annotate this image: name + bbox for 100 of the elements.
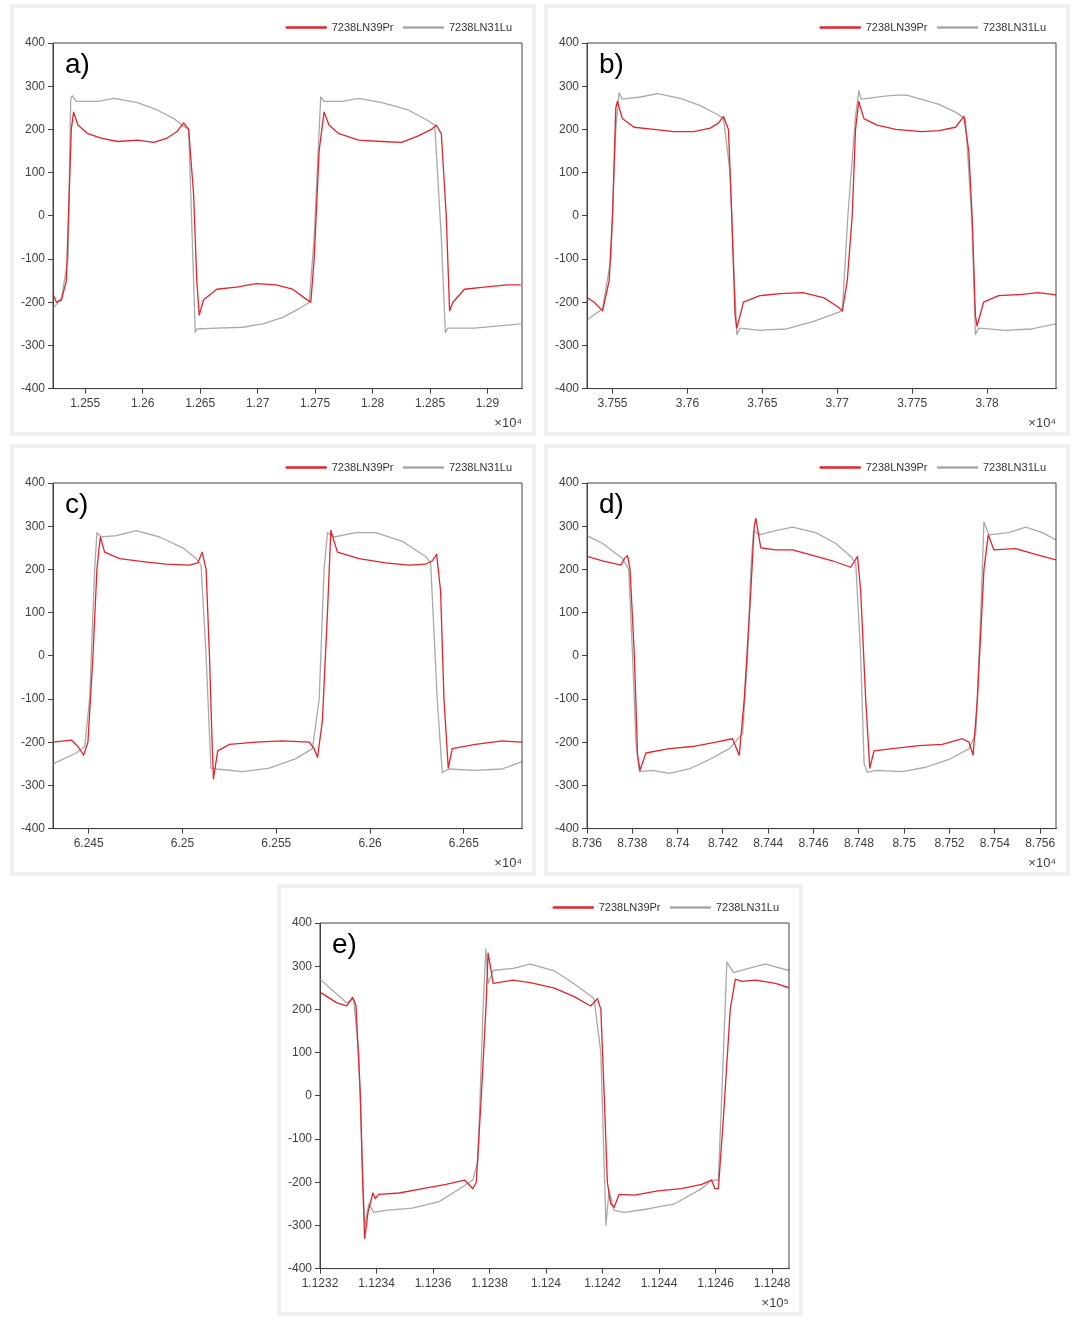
legend-label: 7238LN39Pr [865,460,928,473]
x-tick-label: 6.265 [448,836,480,851]
x-tick-label: 6.25 [170,836,195,851]
y-tick-label: 400 [24,35,46,50]
y-tick-label: -100 [287,1131,313,1146]
x-tick-label: 8.74 [665,836,690,851]
x-tick-label: 1.1244 [640,1276,678,1291]
text: ×10⁴ [494,415,522,431]
y-tick-label: -100 [20,251,46,266]
legend-label: 7238LN31Lu [449,20,513,33]
y-tick-label: 200 [558,561,580,576]
x-tick-label: 1.1232 [301,1276,339,1291]
x-tick-label: 8.738 [617,836,648,851]
legend-label: 7238LN31Lu [983,460,1047,473]
y-tick-label: -300 [287,1217,313,1232]
x-tick-label: 6.26 [358,836,383,851]
x-tick-label: 6.245 [73,836,104,851]
x-tick-label: 8.736 [572,836,603,851]
y-tick-label: -300 [20,777,46,792]
y-tick-label: -400 [554,380,580,395]
x-tick-label: 8.748 [843,836,875,851]
y-tick-label: 100 [558,604,580,619]
y-tick-label: 0 [38,208,46,223]
x-tick-label: 1.255 [70,396,101,411]
x-tick-label: 1.1246 [697,1276,735,1291]
x-tick-label: 3.77 [825,396,850,411]
legend-label: 7238LN39Pr [331,20,394,33]
x-tick-label: 1.124 [531,1276,562,1291]
y-tick-label: 300 [558,78,580,93]
y-tick-label: 200 [24,121,46,136]
y-tick-label: -200 [20,294,46,309]
y-tick-label: 0 [38,648,46,663]
legend-label: 7238LN39Pr [331,460,394,473]
y-tick-label: -200 [554,294,580,309]
x-tick-label: 8.754 [979,836,1011,851]
legend-label: 7238LN31Lu [716,900,780,913]
y-tick-label: -400 [20,380,46,395]
y-tick-label: 0 [572,208,580,223]
x-tick-label: 1.26 [131,396,155,411]
y-tick-label: 100 [291,1044,313,1059]
y-tick-label: -100 [554,251,580,266]
x-tick-label: 1.275 [300,396,331,411]
x-tick-label: 1.1236 [414,1276,452,1291]
y-tick-label: -300 [554,337,580,352]
chart-title: c) [65,487,89,519]
y-tick-label: -400 [554,820,580,835]
y-tick-label: -400 [20,820,46,835]
chart-title: d) [599,487,624,519]
x-tick-label: 1.285 [415,396,446,411]
x-tick-label: 1.1238 [471,1276,509,1291]
x-tick-label: 8.746 [798,836,829,851]
y-tick-label: 0 [572,648,580,663]
x-tick-label: 1.1242 [584,1276,622,1291]
x-tick-label: 3.755 [597,396,628,411]
y-tick-label: 200 [291,1001,313,1016]
y-tick-label: 300 [24,78,46,93]
x-tick-label: 1.28 [360,396,385,411]
y-tick-label: 400 [558,35,580,50]
x-tick-label: 8.744 [753,836,784,851]
x-tick-label: 1.27 [245,396,270,411]
x-tick-label: 8.756 [1025,836,1056,851]
text: ×10⁴ [1028,415,1056,431]
y-tick-label: 100 [24,164,46,179]
x-tick-label: 3.78 [975,396,1000,411]
y-tick-label: 0 [305,1088,313,1103]
chart-title: a) [65,47,90,79]
y-tick-label: -200 [554,734,580,749]
y-tick-label: -200 [20,734,46,749]
x-tick-label: 3.765 [747,396,778,411]
x-tick-label: 8.742 [707,836,739,851]
legend-label: 7238LN31Lu [983,20,1047,33]
y-tick-label: 200 [558,121,580,136]
text: ×10⁴ [494,855,522,871]
legend-label: 7238LN31Lu [449,460,513,473]
chart-title: e) [332,927,357,959]
y-tick-label: 400 [291,915,313,930]
x-tick-label: 1.29 [475,396,500,411]
text: ×10⁴ [1028,855,1056,871]
y-tick-label: 300 [291,958,313,973]
x-tick-label: 1.1248 [753,1276,791,1291]
y-tick-label: -200 [287,1174,313,1189]
legend-label: 7238LN39Pr [865,20,928,33]
y-tick-label: 100 [558,164,580,179]
y-tick-label: -300 [20,337,46,352]
x-tick-label: 6.255 [261,836,292,851]
text: ×10⁵ [761,1295,789,1311]
x-tick-label: 3.775 [897,396,928,411]
y-tick-label: 100 [24,604,46,619]
y-tick-label: -100 [554,691,580,706]
y-tick-label: -100 [20,691,46,706]
legend-label: 7238LN39Pr [598,900,661,913]
x-tick-label: 1.1234 [358,1276,396,1291]
y-tick-label: 400 [558,475,580,490]
x-tick-label: 8.75 [892,836,917,851]
y-tick-label: 300 [24,518,46,533]
x-tick-label: 1.265 [185,396,216,411]
y-tick-label: -300 [554,777,580,792]
y-tick-label: -400 [287,1260,313,1275]
y-tick-label: 400 [24,475,46,490]
y-tick-label: 200 [24,561,46,576]
